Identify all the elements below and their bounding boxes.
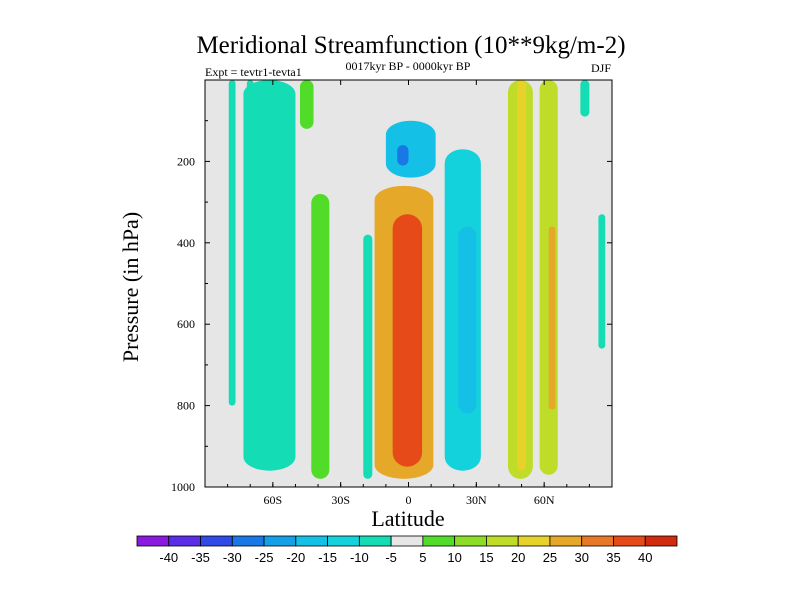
- contour-nh-cell-2-core: [548, 226, 556, 410]
- contour-eq-upper-negative: [385, 120, 436, 178]
- colorbar-swatch: [581, 535, 614, 547]
- colorbar-label: 10: [447, 550, 461, 565]
- contour-eq-trough-left: [363, 234, 373, 479]
- colorbar: -40 -35 -30 -25 -20 -15 -10 -5 5 10 15 20 25 30 35 40: [136, 535, 678, 565]
- contour-nh-polar-upper: [580, 80, 590, 117]
- colorbar-label: 15: [479, 550, 493, 565]
- y-tick-label: 800: [177, 399, 195, 413]
- contour-sh-subtropical-upper: [299, 80, 314, 129]
- colorbar-swatch: [168, 535, 201, 547]
- x-axis: 60S 30S 0 30N 60N: [227, 80, 590, 507]
- colorbar-swatch: [327, 535, 360, 547]
- y-tick-label: 200: [177, 154, 195, 168]
- y-tick-label: 600: [177, 317, 195, 331]
- colorbar-label: 5: [419, 550, 426, 565]
- colorbar-swatch: [549, 535, 583, 547]
- colorbar-swatch: [200, 535, 233, 547]
- contour-eq-upper-negative-core: [397, 145, 409, 166]
- colorbar-label: -25: [255, 550, 274, 565]
- contour-nh-ferrel-core: [458, 226, 477, 414]
- colorbar-swatch: [390, 535, 424, 547]
- colorbar-swatch: [295, 535, 328, 547]
- colorbar-label: 30: [574, 550, 588, 565]
- colorbar-label: -30: [223, 550, 242, 565]
- colorbar-swatch: [517, 535, 551, 547]
- period-label: 0017kyr BP - 0000kyr BP: [346, 59, 471, 73]
- colorbar-swatch: [422, 535, 456, 547]
- colorbar-label: -10: [350, 550, 369, 565]
- colorbar-label: -15: [318, 550, 337, 565]
- colorbar-label: -35: [191, 550, 210, 565]
- contour-nh-cell-1-core: [517, 80, 527, 471]
- y-tick-label: 400: [177, 236, 195, 250]
- colorbar-swatch: [644, 535, 678, 547]
- contour-sh-polar-cell-1: [228, 80, 236, 406]
- season-label: DJF: [591, 61, 611, 75]
- x-tick-label: 60N: [534, 493, 555, 507]
- colorbar-label: 25: [543, 550, 557, 565]
- colorbar-swatch: [454, 535, 487, 547]
- x-tick-label: 0: [406, 493, 412, 507]
- colorbar-swatch: [613, 535, 646, 547]
- colorbar-label: 35: [606, 550, 620, 565]
- x-tick-label: 60S: [263, 493, 282, 507]
- colorbar-label: 40: [638, 550, 652, 565]
- x-tick-label: 30S: [331, 493, 350, 507]
- y-axis: 200 400 600 800 1000: [171, 120, 612, 494]
- colorbar-label: -40: [159, 550, 178, 565]
- colorbar-swatch: [231, 535, 265, 547]
- contour-layer: [228, 80, 606, 479]
- y-tick-label: 1000: [171, 480, 195, 494]
- colorbar-swatch: [358, 535, 392, 547]
- colorbar-swatch: [486, 535, 519, 547]
- contour-hadley-cell-core: [392, 214, 423, 467]
- contour-sh-ferrel-core: [263, 120, 287, 333]
- colorbar-swatch: [263, 535, 297, 547]
- x-axis-label: Latitude: [371, 506, 444, 531]
- experiment-label: Expt = tevtr1-tevta1: [205, 65, 302, 79]
- x-tick-label: 30N: [466, 493, 487, 507]
- contour-sh-subtropical-cell: [311, 193, 330, 479]
- colorbar-swatch: [136, 535, 170, 547]
- colorbar-label: -20: [286, 550, 305, 565]
- colorbar-label: -5: [385, 550, 397, 565]
- chart-title: Meridional Streamfunction (10**9kg/m-2): [196, 32, 625, 59]
- y-axis-label: Pressure (in hPa): [118, 212, 143, 362]
- contour-nh-polar-lower: [598, 214, 606, 349]
- colorbar-label: 20: [511, 550, 525, 565]
